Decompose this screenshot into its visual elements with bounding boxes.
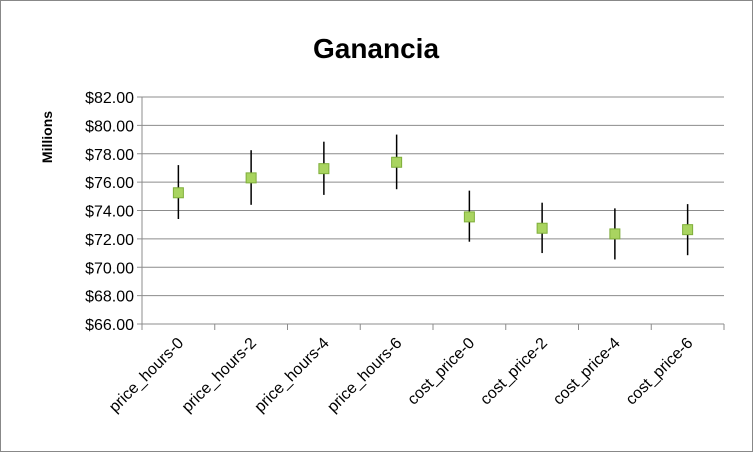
data-point <box>245 172 257 184</box>
y-tick-label: $76.00 <box>85 175 134 192</box>
y-tick-label: $80.00 <box>85 118 134 135</box>
y-tick-label: $68.00 <box>85 289 134 306</box>
y-tick-label: $66.00 <box>85 317 134 334</box>
axes <box>137 96 725 330</box>
data-point <box>463 211 475 223</box>
x-tick-label: price_hours-0 <box>106 335 187 416</box>
data-point <box>391 156 403 168</box>
y-tick-label: $78.00 <box>85 147 134 164</box>
y-tick-label: $74.00 <box>85 204 134 221</box>
data-point <box>536 222 548 234</box>
gridlines <box>142 96 724 297</box>
x-tick-label: cost_price-2 <box>477 335 551 409</box>
y-tick-label: $82.00 <box>85 90 134 107</box>
x-tick-label: cost_price-0 <box>405 335 479 409</box>
data-point <box>682 224 694 236</box>
x-tick-label: price_hours-2 <box>179 335 260 416</box>
x-tick-label: price_hours-6 <box>324 335 405 416</box>
chart-title: Ganancia <box>313 33 439 64</box>
x-tick-label: price_hours-4 <box>252 335 333 416</box>
y-tick-label: $72.00 <box>85 232 134 249</box>
data-point <box>609 228 621 240</box>
data-point <box>172 187 184 199</box>
x-tick-labels: price_hours-0price_hours-2price_hours-4p… <box>106 335 697 416</box>
y-tick-label: $70.00 <box>85 260 134 277</box>
x-tick-label: cost_price-4 <box>550 335 624 409</box>
data-points <box>172 156 694 240</box>
y-axis-label: Millions <box>39 111 55 163</box>
x-tick-label: cost_price-6 <box>623 335 697 409</box>
y-tick-labels: $66.00 $68.00 $70.00 $72.00 $74.00 $76.00 $78.… <box>85 90 134 334</box>
data-point <box>318 163 330 175</box>
